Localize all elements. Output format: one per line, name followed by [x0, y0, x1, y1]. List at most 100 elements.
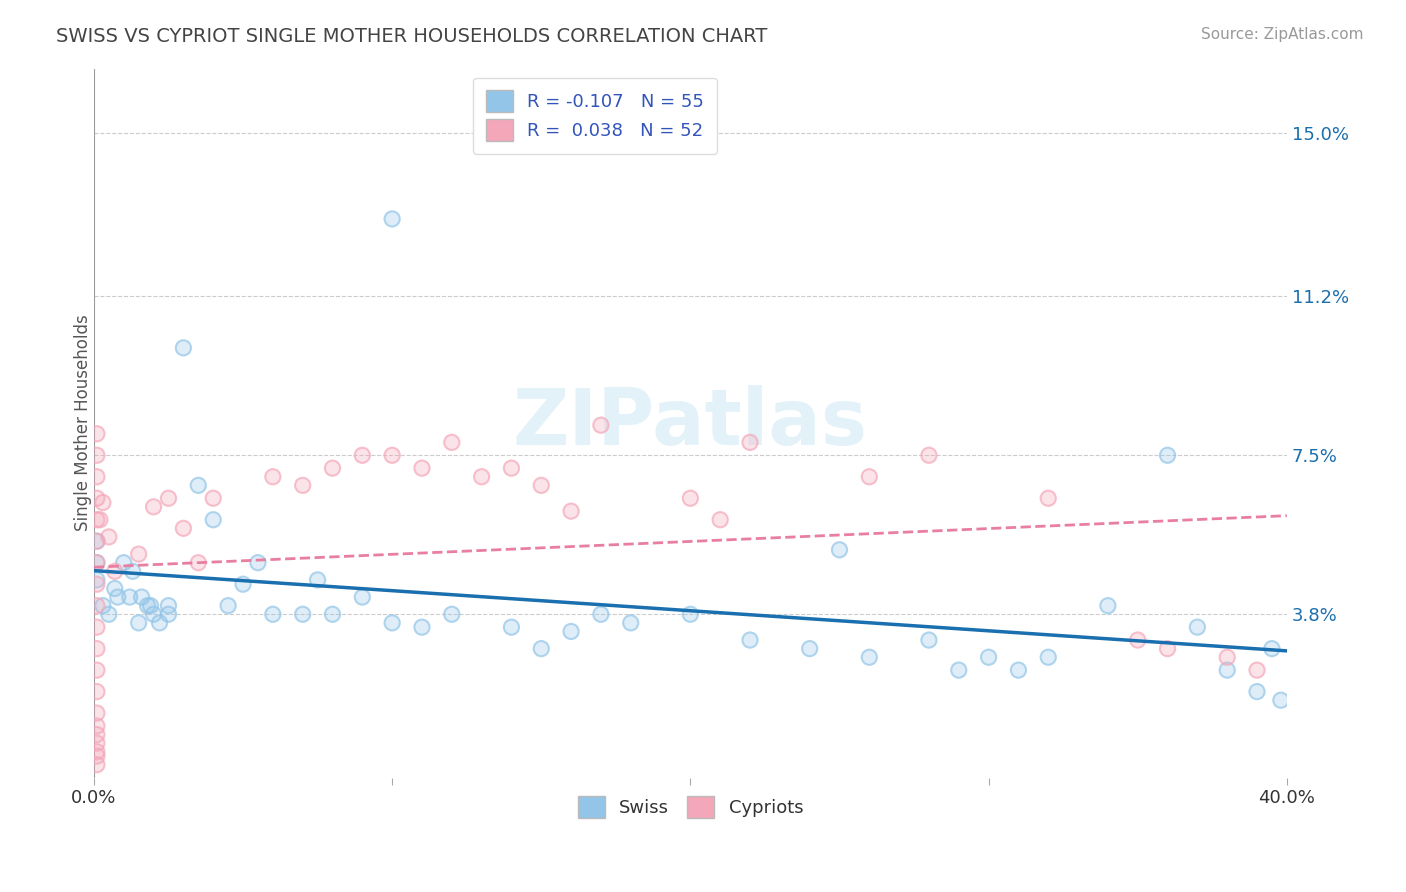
Point: [530, 641, 553, 656]
Point: [86, 534, 108, 549]
Point: [86, 448, 108, 462]
Point: [1126, 633, 1149, 648]
Point: [86, 757, 108, 772]
Point: [187, 556, 209, 570]
Point: [86, 573, 108, 587]
Point: [1246, 663, 1268, 677]
Point: [232, 577, 254, 591]
Point: [471, 469, 494, 483]
Point: [131, 590, 153, 604]
Point: [977, 650, 1000, 665]
Point: [86, 736, 108, 750]
Point: [1216, 650, 1239, 665]
Point: [157, 491, 180, 506]
Point: [86, 513, 108, 527]
Point: [86, 684, 108, 698]
Point: [202, 513, 225, 527]
Point: [1156, 641, 1178, 656]
Point: [501, 620, 523, 634]
Point: [86, 469, 108, 483]
Point: [291, 478, 314, 492]
Point: [307, 573, 329, 587]
Point: [589, 607, 612, 622]
Point: [217, 599, 239, 613]
Point: [104, 564, 127, 578]
Point: [86, 556, 108, 570]
Point: [321, 461, 343, 475]
Point: [1156, 448, 1178, 462]
Point: [799, 641, 821, 656]
Point: [858, 650, 880, 665]
Point: [918, 633, 941, 648]
Point: [142, 607, 165, 622]
Point: [1216, 663, 1239, 677]
Point: [86, 684, 108, 698]
Point: [202, 513, 225, 527]
Point: [589, 607, 612, 622]
Point: [948, 663, 970, 677]
Point: [1187, 620, 1209, 634]
Point: [1270, 693, 1292, 707]
Point: [262, 469, 284, 483]
Point: [530, 641, 553, 656]
Point: [91, 495, 114, 509]
Point: [560, 624, 582, 639]
Point: [86, 556, 108, 570]
Point: [411, 620, 433, 634]
Point: [89, 513, 111, 527]
Point: [1038, 491, 1060, 506]
Point: [128, 547, 150, 561]
Point: [620, 615, 643, 630]
Y-axis label: Single Mother Households: Single Mother Households: [75, 315, 91, 532]
Point: [86, 663, 108, 677]
Point: [86, 745, 108, 759]
Point: [1038, 650, 1060, 665]
Point: [352, 590, 374, 604]
Point: [86, 534, 108, 549]
Point: [97, 607, 120, 622]
Point: [142, 500, 165, 514]
Point: [107, 590, 129, 604]
Point: [262, 469, 284, 483]
Point: [352, 590, 374, 604]
Point: [1038, 491, 1060, 506]
Point: [136, 599, 159, 613]
Point: [948, 663, 970, 677]
Point: [86, 599, 108, 613]
Point: [91, 599, 114, 613]
Point: [89, 513, 111, 527]
Point: [86, 556, 108, 570]
Point: [131, 590, 153, 604]
Point: [918, 633, 941, 648]
Point: [679, 491, 702, 506]
Point: [86, 706, 108, 720]
Point: [86, 728, 108, 742]
Point: [411, 461, 433, 475]
Point: [86, 534, 108, 549]
Point: [1246, 684, 1268, 698]
Point: [1097, 599, 1119, 613]
Point: [86, 620, 108, 634]
Point: [86, 749, 108, 764]
Point: [86, 749, 108, 764]
Point: [142, 607, 165, 622]
Point: [86, 491, 108, 506]
Point: [381, 211, 404, 226]
Point: [118, 590, 141, 604]
Point: [86, 469, 108, 483]
Point: [86, 573, 108, 587]
Point: [128, 615, 150, 630]
Point: [86, 426, 108, 441]
Point: [217, 599, 239, 613]
Point: [86, 491, 108, 506]
Point: [738, 435, 761, 450]
Point: [501, 620, 523, 634]
Point: [1216, 650, 1239, 665]
Text: ZIPatlas: ZIPatlas: [513, 385, 868, 461]
Point: [560, 504, 582, 518]
Point: [1246, 663, 1268, 677]
Point: [381, 448, 404, 462]
Point: [262, 607, 284, 622]
Point: [291, 478, 314, 492]
Point: [352, 448, 374, 462]
